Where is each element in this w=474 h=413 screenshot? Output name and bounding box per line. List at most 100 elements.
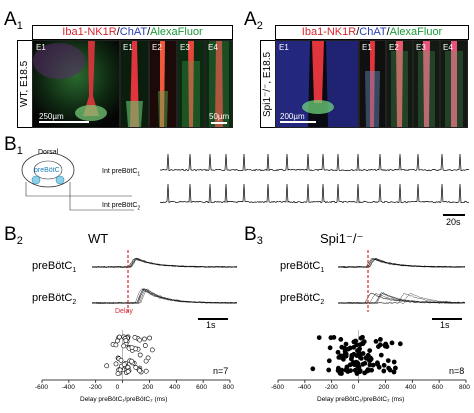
b2-scatter-point-27 [121,343,127,349]
b3-trace1-sub: 1 [320,267,325,275]
b2-scatter-point-55 [113,361,119,367]
b2-scatter-tick-label-5: 400 [169,384,181,391]
b2-scatter-point-52 [121,362,127,367]
b2-traces [91,250,238,312]
b3-scatter-point-81 [336,354,342,360]
panel-a2-label: A2 [244,10,263,32]
b2-scatter-tick-label-3: 0 [115,384,120,391]
b2-scatter-point-47 [133,365,139,370]
a2-tile-label-4: E4 [443,43,453,52]
b3-scatter-point-57 [338,336,344,342]
a2-scalebar [280,121,316,123]
b3-traces-line-2-5 [337,292,466,304]
b2-traces-line-2-5 [91,288,238,304]
b2-scatter-point-53 [137,368,143,374]
a1-tile-label-1: E1 [123,43,133,52]
b2-scatter [41,330,231,383]
b1-prebotc-label: preBötC [34,167,60,174]
b2-traces-line-2-3 [91,288,238,304]
b2-scatter-point-25 [142,336,147,342]
b1-trace2-label: Int preBötC2 [102,202,140,211]
b3-scatter-point-99 [344,366,349,372]
b3-scatter-point-94 [376,364,382,370]
a2-side-label: Spi1⁻/⁻, E18.5 [260,40,276,128]
b3-scatter-point-52 [326,358,332,364]
a1-side-label: WT, E18.5 [17,40,33,128]
b2-scatter-point-57 [129,345,135,350]
b3-scatter-tick-label-0: -600 [271,384,285,391]
b3-scatter-point-51 [378,352,384,358]
b3-scatter-tick-label-7: 800 [459,384,470,391]
b3-scatter-tick-label-1: -400 [297,384,311,391]
b3-scatter [277,330,467,383]
b3-scalebar [432,318,462,320]
b3-scatter-point-71 [335,368,341,373]
b1-trace1-sub: 1 [137,171,141,178]
a2-tile-2: E2 [386,40,413,128]
b2-scalebar [198,318,228,320]
b2-scatter-point-59 [115,371,121,376]
b3-traces-line-1-7 [337,258,466,268]
panel-b2-sub: 2 [16,235,23,247]
b2-scatter-point-30 [137,352,143,358]
b3-scatter-point-100 [381,362,387,368]
b1-trace2-sub: 2 [137,205,141,212]
a1-tile-3: E3 [177,40,205,128]
b2-scatter-point-13 [137,337,143,343]
b2-scatter-point-50 [129,358,134,364]
b2-trace1-sub: 1 [72,267,77,275]
brainstem-schematic [21,152,134,211]
panel-b1-label: B1 [4,135,23,157]
panel-b2-label: B2 [4,225,23,247]
panel-b3-letter: B [244,224,257,245]
a1-title: Iba1-NK1R/ChAT/AlexaFluor [32,25,233,40]
b2-scatter-point-5 [147,335,152,341]
b3-scatter-point-43 [385,358,391,363]
b2-scale-label: 1s [206,320,216,330]
a2-title-sep2: / [386,26,390,38]
b3-trace2-label: preBötC2 [280,292,324,306]
a2-scale-label: 200µm [280,112,305,121]
b3-trace1-text: preBötC [280,260,321,272]
b1-trace-line-2 [159,183,469,204]
b3-n-label: n=8 [449,366,465,376]
b3-scatter-point-65 [339,371,344,376]
b2-scatter-tick-label-2: -200 [88,384,102,391]
panel-a2-letter: A [244,9,257,30]
a2-title-iba1: Iba1-NK1R [301,26,357,38]
a2-tile-label-1: E1 [362,43,372,52]
panel-b2-letter: B [4,224,17,245]
b2-traces-line-2-2 [91,288,238,304]
b3-scatter-tick-label-3: 0 [351,384,356,391]
b3-scatter-point-72 [350,361,356,367]
b3-scatter-point-40 [367,348,373,353]
b2-trace2-text: preBötC [32,292,73,304]
b2-scatter-point-36 [118,357,124,363]
b3-scatter-point-92 [347,345,353,351]
panel-b1-letter: B [4,134,17,155]
b3-scatter-point-25 [355,348,360,354]
a1-tile-label-3: E3 [180,43,190,52]
a2-title-alexa: AlexaFluor [389,26,443,38]
b2-traces-line-2-6 [91,288,238,304]
b3-scatter-point-39 [377,342,383,348]
b3-scatter-point-46 [373,338,379,344]
b3-scatter-point-108 [360,340,365,346]
panel-b1-sub: 1 [16,145,23,157]
a1-title-sep2: / [147,26,151,38]
b1-scale-label: 20s [446,217,461,227]
b3-scatter-point-89 [316,335,322,340]
b3-scatter-tick-label-5: 400 [405,384,417,391]
b3-scatter-point-101 [362,370,367,376]
b3-scatter-point-96 [397,341,403,347]
b3-scatter-point-102 [331,335,337,340]
b2-scatter-point-1 [132,335,138,340]
b2-scatter-point-40 [149,347,155,353]
a2-tile-label-0: E1 [279,43,289,52]
b1-trace2-text: Int preBötC [102,202,138,209]
b3-scatter-point-85 [387,367,393,373]
b3-scatter-point-90 [369,367,374,373]
b2-scatter-point-56 [143,358,149,364]
b3-scatter-point-28 [381,368,387,374]
panel-a1-letter: A [4,9,17,30]
